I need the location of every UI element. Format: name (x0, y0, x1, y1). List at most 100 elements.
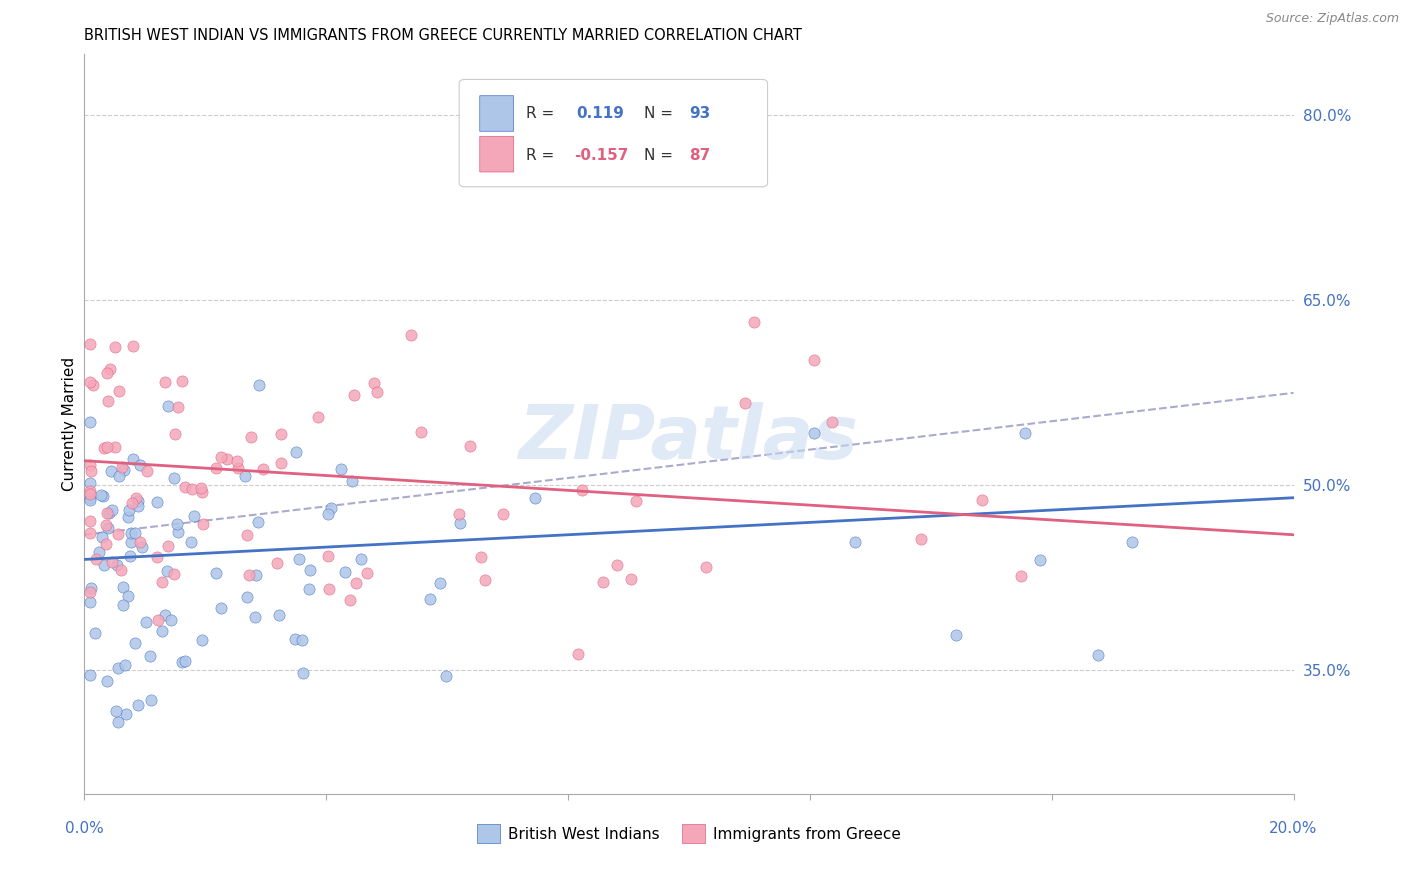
Text: 93: 93 (689, 106, 710, 121)
Point (107, 715, 129, 730)
Point (127, 493, 149, 508)
Point (131, 540, 153, 554)
Point (150, 624, 173, 638)
Point (181, 482, 204, 496)
Point (79, 667, 101, 681)
Point (284, 632, 307, 646)
Point (449, 507, 471, 521)
Point (344, 576, 367, 591)
Point (146, 550, 169, 565)
Point (124, 525, 146, 540)
Point (803, 352, 825, 367)
Point (96, 440, 118, 454)
Point (125, 491, 148, 506)
Point (93, 489, 115, 503)
Point (174, 480, 197, 494)
Point (165, 427, 187, 442)
Point (97, 394, 120, 409)
Point (120, 534, 142, 549)
Legend: British West Indians, Immigrants from Greece: British West Indians, Immigrants from Gr… (471, 818, 907, 849)
Point (316, 549, 339, 564)
Point (449, 516, 471, 531)
Point (118, 503, 141, 517)
Point (329, 462, 352, 476)
Point (592, 574, 614, 589)
Point (166, 524, 188, 539)
Point (183, 508, 205, 523)
Point (172, 655, 194, 669)
Point (112, 598, 135, 612)
Point (233, 469, 256, 483)
Point (79, 458, 101, 473)
Point (734, 396, 756, 410)
Point (101, 555, 124, 569)
Text: 0.119: 0.119 (576, 106, 624, 121)
Point (157, 539, 180, 553)
Point (79, 376, 101, 390)
Point (620, 572, 643, 586)
Point (571, 483, 593, 497)
Point (209, 601, 232, 615)
Point (356, 566, 378, 580)
Point (470, 549, 492, 564)
FancyBboxPatch shape (460, 79, 768, 186)
Point (235, 590, 257, 604)
Point (240, 430, 263, 444)
Point (270, 456, 292, 470)
Point (79, 484, 101, 499)
Text: N =: N = (644, 148, 673, 163)
Point (335, 565, 357, 579)
Point (226, 454, 249, 468)
Point (191, 517, 214, 532)
Point (1121, 534, 1143, 549)
Point (159, 613, 181, 627)
Point (115, 706, 138, 721)
Text: R =: R = (526, 106, 554, 121)
Point (270, 427, 292, 442)
Point (153, 608, 176, 623)
FancyBboxPatch shape (479, 136, 513, 172)
Point (191, 485, 214, 500)
Point (1011, 569, 1033, 583)
Point (409, 425, 432, 439)
Point (107, 558, 129, 572)
Point (146, 614, 169, 628)
Point (124, 636, 146, 650)
Point (110, 563, 132, 577)
Point (285, 445, 308, 459)
Point (163, 566, 186, 581)
Point (107, 660, 129, 674)
Point (114, 658, 136, 673)
Point (111, 459, 134, 474)
Point (139, 693, 162, 707)
Point (83, 626, 105, 640)
Point (292, 666, 315, 681)
Point (972, 492, 994, 507)
Point (172, 374, 194, 388)
Point (166, 516, 188, 531)
Point (129, 535, 152, 549)
Point (205, 566, 228, 581)
Point (104, 441, 127, 455)
Point (624, 494, 647, 508)
Point (190, 481, 212, 495)
Point (217, 452, 239, 467)
Point (138, 648, 160, 663)
Point (523, 491, 546, 506)
Point (98, 506, 121, 520)
Point (100, 503, 122, 517)
Point (80, 581, 103, 595)
Point (146, 495, 169, 509)
Point (100, 464, 122, 478)
Point (238, 568, 260, 582)
Point (252, 462, 274, 476)
Point (298, 582, 321, 597)
Point (117, 589, 139, 603)
Text: -0.157: -0.157 (574, 148, 628, 163)
Text: 87: 87 (689, 148, 710, 163)
Text: R =: R = (526, 148, 554, 163)
Point (226, 460, 249, 475)
Point (1014, 425, 1036, 440)
FancyBboxPatch shape (479, 95, 513, 131)
Point (945, 628, 967, 642)
